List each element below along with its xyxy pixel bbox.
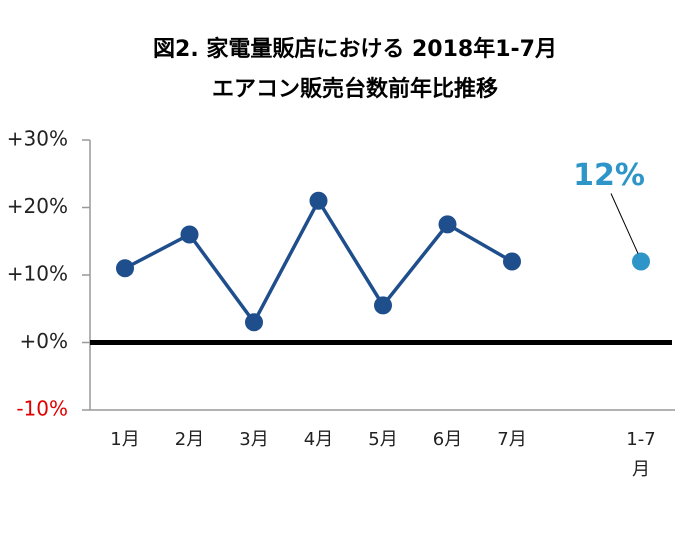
data-point (245, 313, 263, 332)
y-tick-label: -10% (16, 397, 68, 421)
data-point (438, 215, 457, 234)
data-point (503, 252, 521, 271)
x-tick-label: 6月 (432, 429, 463, 450)
x-tick-label: 3月 (239, 429, 269, 450)
y-tick-label: +20% (7, 194, 68, 218)
x-tick-label: 1-7月 (626, 429, 656, 480)
x-tick-label: 5月 (368, 429, 398, 450)
value-label: 12% (573, 158, 645, 193)
data-point (632, 252, 650, 271)
data-point (116, 259, 134, 278)
x-tick-label: 2月 (174, 429, 205, 450)
data-point (180, 225, 199, 244)
y-tick-label: +10% (7, 262, 68, 286)
x-tick-label: 4月 (303, 429, 334, 450)
x-tick-label: 7月 (497, 429, 527, 450)
y-tick-label: +30% (7, 127, 68, 151)
data-point (309, 191, 328, 210)
leader-line (610, 193, 639, 254)
x-tick-label: 1月 (110, 429, 140, 450)
y-tick-label: +0% (20, 329, 69, 353)
chart-title: 図2. 家電量販店における 2018年1-7月 (153, 36, 557, 62)
data-point (374, 296, 392, 315)
chart-subtitle: エアコン販売台数前年比推移 (212, 76, 498, 102)
